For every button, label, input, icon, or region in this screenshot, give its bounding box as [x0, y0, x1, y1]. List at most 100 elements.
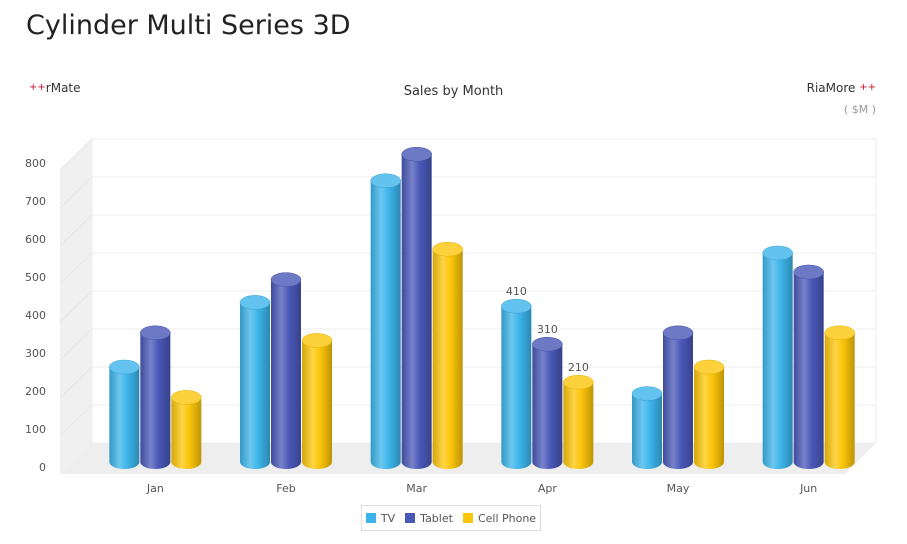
y-tick-label: 100 [25, 423, 46, 436]
bar [824, 325, 855, 469]
bar [401, 146, 432, 469]
bar-body [663, 332, 693, 469]
bar-body [140, 332, 171, 469]
bar-top [432, 241, 463, 257]
legend-item[interactable]: Cell Phone [462, 511, 537, 525]
x-tick-label: May [667, 482, 690, 495]
legend-swatch [405, 513, 416, 523]
bar-top [532, 336, 563, 352]
bar-top [401, 146, 432, 162]
x-tick-label: Feb [276, 482, 295, 495]
gridline-side [59, 366, 93, 399]
brand-left-label: rMate [45, 81, 81, 95]
brand-right-label: RiaMore [806, 81, 856, 95]
bar [762, 245, 793, 469]
chart-legend: TV Tablet Cell Phone [361, 505, 541, 531]
bar-body [632, 393, 662, 469]
bar [270, 272, 302, 469]
bar-body [563, 382, 594, 469]
bar-body [401, 154, 432, 469]
legend-swatch [365, 513, 376, 523]
bar [171, 390, 202, 469]
gridline-side [59, 252, 93, 285]
bar-body [793, 272, 824, 469]
y-tick-label: 200 [25, 385, 46, 398]
bar [662, 325, 694, 469]
gridline-side [59, 328, 93, 361]
legend-item[interactable]: Tablet [405, 512, 453, 525]
bar-top [140, 325, 171, 341]
bar-top [762, 245, 793, 261]
x-tick-label: Jan [146, 482, 164, 495]
brand-mark-left: + [29, 82, 38, 93]
data-label: 310 [537, 323, 558, 336]
bar-top [631, 386, 663, 401]
brand-logo-right: RiaMore ++ [807, 81, 876, 95]
bar [631, 386, 663, 469]
legend-label: TV [380, 511, 396, 525]
bar-top [793, 264, 824, 280]
y-tick-label: 0 [39, 461, 46, 474]
data-label: 210 [568, 361, 589, 374]
page-title: Cylinder Multi Series 3D [26, 10, 351, 41]
bar-top [239, 295, 271, 310]
bar-top [109, 359, 140, 375]
bar-top [501, 298, 532, 314]
brand-mark-right: + [859, 82, 868, 93]
bar-body [171, 397, 202, 469]
gridline-side [59, 138, 93, 171]
data-label: 410 [506, 285, 527, 298]
brand-logo-left: ++rMate [29, 81, 81, 95]
bar-body [302, 340, 332, 469]
legend-swatch [462, 513, 473, 523]
bar-body [762, 253, 793, 469]
bar-top [370, 173, 401, 189]
bar [370, 173, 401, 470]
brand-mark-left-2: + [37, 82, 46, 93]
bar [432, 241, 463, 469]
legend-item[interactable]: TV [365, 511, 396, 525]
bar [109, 359, 140, 469]
bar [563, 374, 594, 469]
y-tick-label: 700 [25, 195, 46, 208]
unit-label: ( $M ) [843, 103, 876, 116]
bar [693, 359, 725, 469]
bar [793, 264, 824, 469]
chart-title: Sales by Month [403, 84, 504, 99]
legend-label: Cell Phone [477, 511, 537, 525]
bar-top [693, 359, 725, 375]
x-tick-label: Apr [538, 482, 558, 495]
gridline-side [59, 214, 93, 247]
gridline-side [59, 290, 93, 323]
x-tick-label: Jun [799, 482, 817, 495]
bar [239, 295, 271, 469]
bar-body [694, 367, 724, 469]
bar-top [662, 325, 694, 341]
y-tick-label: 500 [25, 271, 46, 284]
bar-body [240, 302, 270, 469]
bar [301, 333, 333, 469]
brand-mark-right-2: + [867, 82, 876, 93]
bar-top [824, 325, 855, 341]
bar-body [532, 344, 563, 469]
bar-body [824, 332, 855, 469]
legend-label: Tablet [420, 511, 453, 525]
y-tick-label: 300 [25, 347, 46, 360]
bar-body [271, 279, 301, 469]
bar-top [270, 272, 302, 287]
x-tick-label: Mar [406, 482, 427, 495]
bar-body [370, 180, 401, 470]
bar-body [432, 249, 463, 469]
y-tick-label: 400 [25, 309, 46, 322]
bar-top [301, 333, 333, 348]
bar [140, 325, 171, 469]
y-tick-label: 800 [25, 157, 46, 170]
bar-top [563, 374, 594, 390]
y-tick-label: 600 [25, 233, 46, 246]
bar-body [109, 367, 140, 469]
bar-top [171, 390, 202, 405]
bar [501, 298, 532, 469]
gridline-side [59, 176, 93, 209]
bar-body [501, 306, 532, 469]
